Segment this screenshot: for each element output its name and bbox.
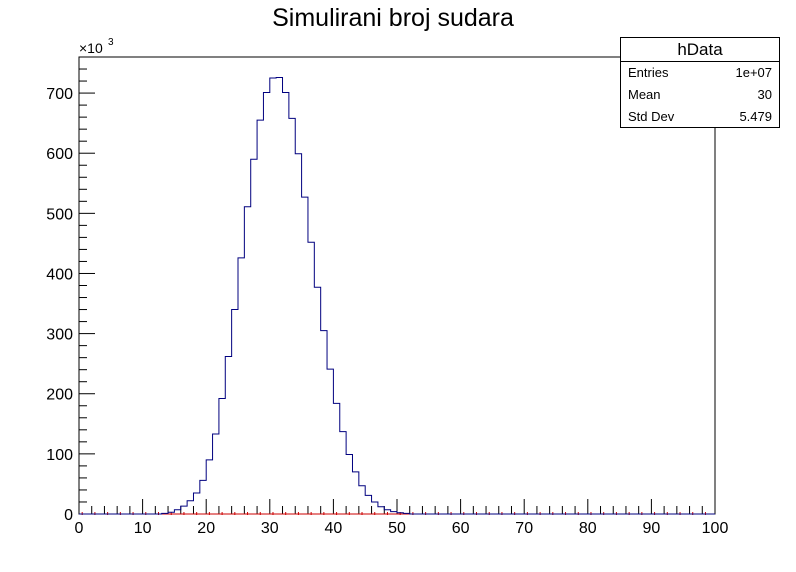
- histogram-bin: [270, 78, 276, 514]
- stats-box: hData Entries 1e+07 Mean 30 Std Dev 5.47…: [620, 37, 780, 128]
- histogram-line: [79, 76, 715, 515]
- y-axis: 0 100 200 300 400 500 600 700: [46, 56, 95, 524]
- x-tick-label: 80: [579, 520, 597, 537]
- histogram-bin: [327, 369, 333, 514]
- stats-value: 30: [757, 87, 772, 102]
- histogram-bin: [346, 454, 352, 514]
- y-tick-label: 300: [46, 327, 73, 344]
- histogram-bin: [200, 480, 206, 514]
- stats-row-entries: Entries 1e+07: [621, 62, 779, 84]
- y-tick-label: 400: [46, 266, 73, 283]
- histogram-bin: [168, 512, 174, 514]
- y-tick-label: 200: [46, 387, 73, 404]
- stats-title: hData: [621, 38, 779, 62]
- y-tick-label: 700: [46, 86, 73, 103]
- histogram-bin: [276, 77, 282, 514]
- histogram-bin: [181, 506, 187, 514]
- y-tick-label: 0: [64, 507, 73, 524]
- histogram-bin: [359, 486, 365, 514]
- histogram-bin: [333, 403, 339, 514]
- stats-row-std-dev: Std Dev 5.479: [621, 106, 779, 128]
- y-multiplier-exponent: 3: [108, 37, 114, 48]
- histogram-bin: [174, 510, 180, 514]
- histogram-bin: [232, 310, 238, 514]
- x-tick-label: 0: [75, 520, 84, 537]
- stats-label: Std Dev: [628, 109, 675, 124]
- histogram-bin: [244, 207, 250, 514]
- y-tick-label: 100: [46, 447, 73, 464]
- histogram-bin: [206, 460, 212, 514]
- x-tick-label: 60: [452, 520, 470, 537]
- histogram-bin: [219, 399, 225, 514]
- histogram-bin: [187, 501, 193, 514]
- histogram-bin: [193, 493, 199, 514]
- histogram-bin: [213, 434, 219, 514]
- stats-value: 5.479: [739, 109, 772, 124]
- x-tick-label: 90: [643, 520, 661, 537]
- x-tick-label: 30: [261, 520, 279, 537]
- histogram-bin: [295, 154, 301, 514]
- histogram-bin: [238, 258, 244, 514]
- histogram-bin: [365, 495, 371, 514]
- x-tick-label: 50: [388, 520, 406, 537]
- x-tick-label: 40: [325, 520, 343, 537]
- histogram-bin: [162, 513, 168, 514]
- histogram-bin: [257, 120, 263, 514]
- histogram-bin: [403, 513, 409, 514]
- histogram-bin: [352, 472, 358, 514]
- histogram-bin: [283, 92, 289, 514]
- stats-label: Entries: [628, 65, 669, 80]
- histogram-bin: [397, 513, 403, 514]
- chart-title: Simulirani broj sudara: [272, 4, 514, 32]
- x-tick-label: 20: [197, 520, 215, 537]
- histogram-bin: [391, 512, 397, 514]
- stats-value: 1e+07: [735, 65, 772, 80]
- histogram-bin: [321, 331, 327, 514]
- histogram-bin: [251, 159, 257, 514]
- histogram-bin: [289, 118, 295, 514]
- histogram-bin: [384, 510, 390, 514]
- histogram-bin: [372, 502, 378, 514]
- histogram-bin: [314, 287, 320, 514]
- histogram-series: [79, 76, 715, 515]
- y-tick-label: 500: [46, 206, 73, 223]
- histogram-bin: [263, 92, 269, 514]
- histogram-bin: [302, 197, 308, 514]
- stats-label: Mean: [628, 87, 661, 102]
- y-multiplier-label: ×10: [79, 40, 103, 56]
- stats-row-mean: Mean 30: [621, 84, 779, 106]
- histogram-bin: [378, 507, 384, 514]
- x-tick-label: 100: [702, 520, 729, 537]
- x-axis: 0 10 20 30 40 50 60 70 80 90 100: [75, 499, 729, 537]
- histogram-bin: [308, 242, 314, 514]
- x-tick-label: 70: [515, 520, 533, 537]
- x-tick-label: 10: [134, 520, 152, 537]
- y-tick-label: 600: [46, 146, 73, 163]
- histogram-bin: [340, 432, 346, 514]
- histogram-bin: [225, 356, 231, 514]
